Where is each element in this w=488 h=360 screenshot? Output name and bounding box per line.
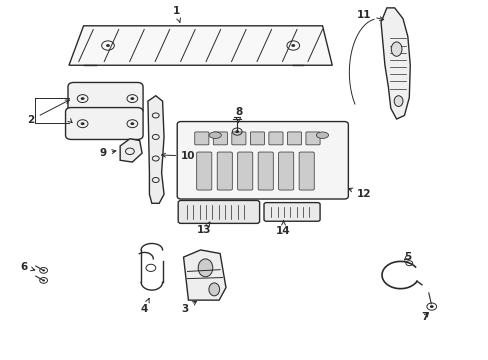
Polygon shape — [148, 96, 163, 203]
FancyBboxPatch shape — [237, 152, 252, 190]
Polygon shape — [380, 8, 409, 119]
Circle shape — [42, 279, 45, 282]
Circle shape — [130, 122, 134, 125]
Text: 3: 3 — [181, 301, 196, 314]
FancyBboxPatch shape — [213, 132, 227, 145]
Text: 5: 5 — [404, 252, 410, 262]
Circle shape — [81, 97, 84, 100]
FancyBboxPatch shape — [65, 108, 143, 139]
Text: 13: 13 — [197, 222, 211, 235]
Circle shape — [42, 269, 45, 271]
Circle shape — [235, 130, 239, 133]
Circle shape — [429, 305, 433, 308]
FancyBboxPatch shape — [250, 132, 264, 145]
FancyBboxPatch shape — [217, 152, 232, 190]
Text: 6: 6 — [20, 262, 35, 272]
Text: 2: 2 — [27, 100, 69, 125]
Circle shape — [106, 44, 110, 47]
FancyBboxPatch shape — [231, 132, 245, 145]
Text: 4: 4 — [141, 298, 149, 314]
FancyBboxPatch shape — [268, 132, 283, 145]
Ellipse shape — [208, 283, 219, 296]
Text: 8: 8 — [235, 107, 242, 123]
FancyBboxPatch shape — [194, 132, 208, 145]
Text: 1: 1 — [172, 6, 180, 22]
Text: 10: 10 — [161, 151, 195, 161]
FancyBboxPatch shape — [196, 152, 211, 190]
Text: 9: 9 — [100, 148, 116, 158]
Circle shape — [130, 97, 134, 100]
FancyBboxPatch shape — [287, 132, 301, 145]
Polygon shape — [183, 250, 225, 300]
Text: 12: 12 — [348, 188, 370, 199]
Polygon shape — [69, 26, 331, 65]
Circle shape — [81, 122, 84, 125]
Circle shape — [291, 44, 295, 47]
FancyBboxPatch shape — [177, 122, 347, 199]
Text: 7: 7 — [420, 312, 427, 322]
FancyBboxPatch shape — [299, 152, 314, 190]
Ellipse shape — [390, 42, 401, 56]
FancyBboxPatch shape — [68, 82, 143, 114]
FancyBboxPatch shape — [178, 201, 259, 224]
FancyBboxPatch shape — [278, 152, 293, 190]
Ellipse shape — [198, 259, 212, 277]
Polygon shape — [120, 139, 142, 162]
FancyBboxPatch shape — [305, 132, 320, 145]
Text: 11: 11 — [356, 10, 383, 21]
FancyBboxPatch shape — [258, 152, 273, 190]
FancyBboxPatch shape — [264, 203, 320, 221]
Ellipse shape — [316, 132, 328, 138]
Ellipse shape — [209, 132, 221, 138]
Text: 14: 14 — [276, 220, 290, 236]
Ellipse shape — [393, 96, 402, 107]
